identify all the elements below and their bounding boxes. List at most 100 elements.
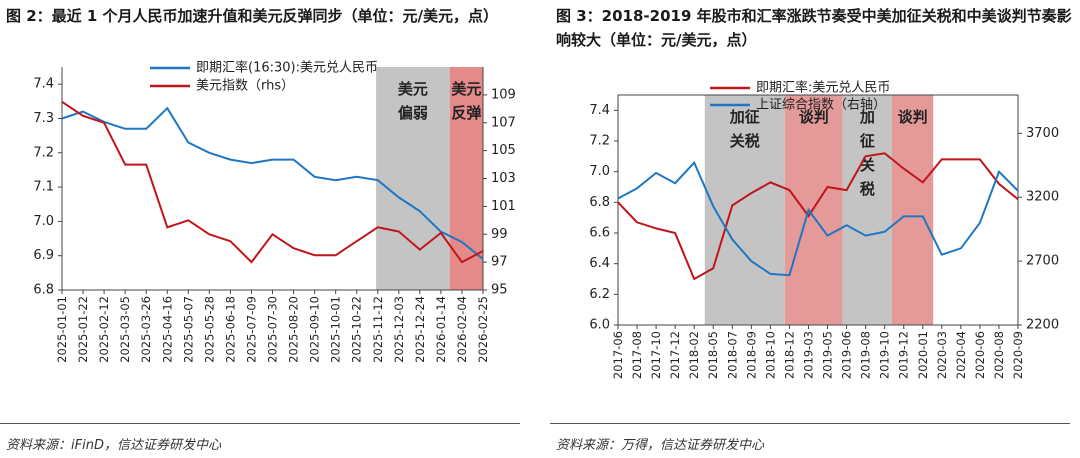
- legend-label: 即期汇率(16:30):美元兑人民币: [196, 60, 378, 76]
- y-tick-label: 7.3: [33, 111, 54, 126]
- x-tick-label: 2025-03-26: [139, 296, 153, 363]
- shaded-period: [704, 95, 785, 325]
- legend-label: 即期汇率:美元兑人民币: [756, 80, 890, 96]
- x-tick-label: 2019-03: [801, 331, 815, 379]
- y2-tick-label: 2700: [1026, 254, 1059, 269]
- x-tick-label: 2025-12-03: [392, 296, 406, 363]
- y2-tick-label: 99: [491, 227, 508, 242]
- series-line: [61, 106, 484, 260]
- annotation: 谈判: [798, 108, 829, 126]
- legend-label: 美元指数（rhs）: [196, 79, 294, 94]
- y-tick-label: 7.4: [589, 103, 610, 118]
- x-tick-label: 2026-01-14: [434, 296, 448, 363]
- x-tick-label: 2018-07: [725, 331, 739, 379]
- x-tick-label: 2025-01-01: [55, 296, 69, 363]
- y-tick-label: 7.2: [33, 145, 54, 160]
- shaded-period: [892, 95, 934, 325]
- y2-tick-label: 3200: [1026, 190, 1059, 205]
- x-tick-label: 2019-12: [897, 331, 911, 379]
- source: 资料来源：iFinD，信达证券研发中心: [6, 438, 221, 453]
- x-tick-label: 2025-02-12: [97, 296, 111, 363]
- y2-tick-label: 3700: [1026, 126, 1059, 141]
- annotation: 美元偏弱: [397, 80, 428, 122]
- y-tick-label: 7.2: [589, 134, 610, 149]
- x-tick-label: 2026-02-25: [476, 296, 490, 363]
- annotation-box: 谈判: [897, 108, 928, 126]
- x-tick-label: 2019-08: [859, 331, 873, 379]
- y2-tick-label: 109: [491, 87, 516, 102]
- x-tick-label: 2020-04: [954, 331, 968, 379]
- x-tick-label: 2018-05: [706, 331, 720, 379]
- x-tick-label: 2020-06: [973, 331, 987, 379]
- x-tick-label: 2020-01: [916, 331, 930, 379]
- x-tick-label: 2025-07-30: [266, 296, 280, 363]
- chart-title: 图 3：2018-2019 年股市和汇率涨跌节奏受中美加征关税和中美谈判节奏影响…: [556, 7, 1072, 49]
- y2-tick-label: 97: [491, 255, 508, 270]
- panel: 图 3：2018-2019 年股市和汇率涨跌节奏受中美加征关税和中美谈判节奏影响…: [550, 0, 1080, 458]
- y-tick-label: 6.6: [589, 226, 610, 241]
- x-tick-label: 2019-06: [840, 331, 854, 379]
- y-tick-label: 7.1: [33, 180, 54, 195]
- x-tick-label: 2026-02-04: [455, 296, 469, 363]
- y-tick-label: 7.0: [33, 214, 54, 229]
- annotation-box: 加征关税: [859, 108, 875, 198]
- shaded-period: [784, 95, 843, 325]
- x-tick-label: 2025-04-16: [160, 296, 174, 363]
- x-tick-label: 2025-06-18: [223, 296, 237, 363]
- y2-tick-label: 2200: [1026, 318, 1059, 333]
- panel: 图 2：最近 1 个月人民币加速升值和美元反弹同步（单位：元/美元，点） 美元偏…: [0, 0, 530, 458]
- y2-tick-label: 105: [491, 143, 516, 158]
- y2-tick-label: 101: [491, 199, 516, 214]
- x-tick-label: 2017-08: [630, 331, 644, 379]
- annotation-box: 加征关税: [729, 108, 760, 150]
- chart: 加征关税 谈判 加征关税 谈判 6.0 6.2 6.4 6.6 6.8 7.0 7.2 7.4 2200…: [589, 80, 1059, 380]
- x-tick-label: 2025-05-07: [181, 296, 195, 363]
- separator: [550, 423, 1070, 424]
- y-tick-label: 6.9: [33, 248, 54, 263]
- annotation-box: 美元反弹: [451, 80, 482, 122]
- annotation: 谈判: [897, 108, 928, 126]
- y-tick-label: 6.0: [589, 318, 610, 333]
- plot-frame: [617, 94, 1019, 326]
- x-tick-label: 2020-08: [992, 331, 1006, 379]
- x-tick-label: 2019-10: [878, 331, 892, 379]
- x-tick-label: 2025-10-22: [350, 296, 364, 363]
- x-tick-label: 2025-12-24: [413, 296, 427, 363]
- x-tick-label: 2018-09: [744, 331, 758, 379]
- shaded-period: [376, 67, 450, 290]
- series-line: [617, 160, 1019, 277]
- x-tick-label: 2025-01-22: [76, 296, 90, 363]
- x-tick-label: 2025-03-05: [118, 296, 132, 363]
- y-tick-label: 7.4: [33, 77, 54, 92]
- annotation-box: 美元偏弱: [397, 80, 428, 122]
- y-tick-label: 6.8: [589, 195, 610, 210]
- x-tick-label: 2025-10-01: [329, 296, 343, 363]
- y2-tick-label: 95: [491, 283, 508, 298]
- series-line: [617, 152, 1019, 281]
- x-tick-label: 2019-05: [821, 331, 835, 379]
- legend-label: 上证综合指数（右轴）: [756, 98, 886, 113]
- y-tick-label: 6.8: [33, 283, 54, 298]
- x-tick-label: 2025-09-10: [308, 296, 322, 363]
- annotation: 加征关税: [729, 108, 760, 150]
- x-tick-label: 2025-08-20: [287, 296, 301, 363]
- x-tick-label: 2017-06: [611, 331, 625, 379]
- x-tick-label: 2025-07-09: [244, 296, 258, 363]
- x-tick-label: 2025-11-12: [371, 296, 385, 363]
- annotation: 加征关税: [859, 108, 875, 198]
- y2-tick-label: 103: [491, 171, 516, 186]
- x-tick-label: 2020-03: [935, 331, 949, 379]
- x-tick-label: 2020-09: [1011, 331, 1025, 379]
- series-line: [61, 100, 484, 264]
- x-tick-label: 2025-05-28: [202, 296, 216, 363]
- x-tick-label: 2018-12: [782, 331, 796, 379]
- shaded-period: [842, 95, 892, 325]
- y-tick-label: 7.0: [589, 164, 610, 179]
- x-tick-label: 2017-10: [649, 331, 663, 379]
- annotation: 美元反弹: [451, 80, 482, 122]
- x-tick-label: 2017-12: [668, 331, 682, 379]
- y-tick-label: 6.4: [589, 256, 610, 271]
- separator: [0, 423, 520, 424]
